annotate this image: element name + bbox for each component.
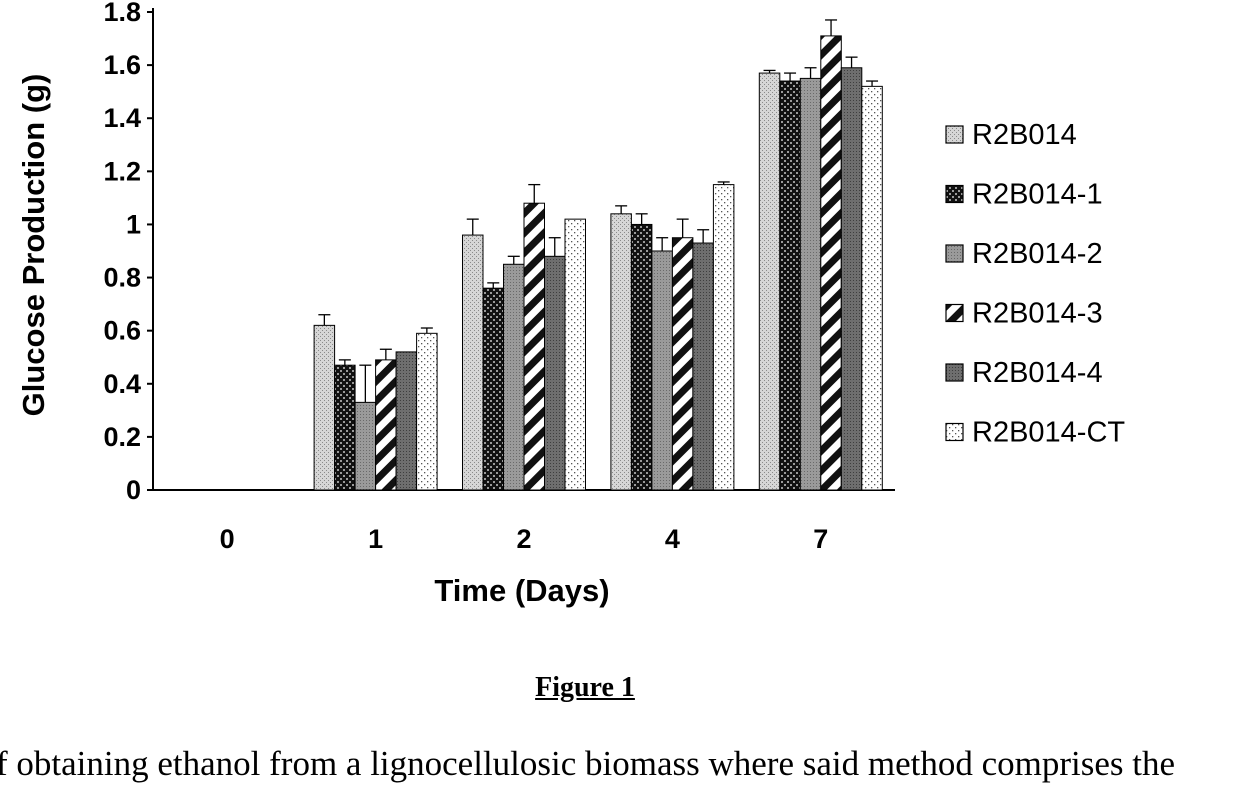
- legend-swatch: [946, 364, 963, 381]
- bar: [821, 36, 842, 490]
- y-tick-label: 0.8: [103, 263, 141, 293]
- bar: [417, 333, 438, 490]
- bar: [693, 243, 714, 490]
- x-axis-title: Time (Days): [434, 573, 609, 608]
- legend-swatch: [946, 126, 963, 143]
- legend-label: R2B014-1: [972, 179, 1103, 211]
- legend-swatch: [946, 186, 963, 203]
- y-tick-label: 0.6: [103, 316, 141, 346]
- y-tick-label: 1.8: [103, 0, 141, 27]
- bar: [524, 203, 545, 490]
- legend-label: R2B014-2: [972, 238, 1103, 270]
- bar: [631, 224, 652, 490]
- bar: [545, 256, 566, 490]
- bar: [841, 68, 862, 490]
- y-tick-label: 1: [126, 209, 141, 239]
- legend-label: R2B014-3: [972, 298, 1103, 330]
- bar: [483, 288, 504, 490]
- y-axis-title: Glucose Production (g): [16, 74, 51, 417]
- bar: [314, 325, 335, 490]
- bar: [759, 73, 780, 490]
- bar: [463, 235, 484, 490]
- bar: [780, 81, 801, 490]
- bar: [611, 214, 632, 490]
- y-tick-label: 1.2: [103, 156, 141, 186]
- bar: [565, 219, 586, 490]
- legend-label: R2B014: [972, 119, 1077, 151]
- bar: [713, 185, 734, 490]
- y-tick-label: 1.4: [103, 103, 141, 133]
- bar: [800, 78, 821, 490]
- bar: [376, 360, 397, 490]
- bar: [396, 352, 417, 490]
- bar: [335, 365, 356, 490]
- bar: [862, 86, 883, 490]
- figure-caption: Figure 1: [0, 672, 1170, 704]
- y-tick-label: 0.4: [103, 369, 141, 399]
- legend-label: R2B014-4: [972, 357, 1103, 389]
- x-tick-label: 4: [665, 524, 680, 554]
- y-tick-label: 1.6: [103, 50, 141, 80]
- bar: [652, 251, 673, 490]
- body-text-line: f obtaining ethanol from a lignocellulos…: [0, 744, 1175, 784]
- x-tick-label: 2: [516, 524, 531, 554]
- x-tick-label: 1: [368, 524, 383, 554]
- legend-swatch: [946, 424, 963, 441]
- legend-swatch: [946, 245, 963, 262]
- bar: [355, 402, 376, 490]
- bar: [672, 238, 693, 490]
- x-tick-label: 7: [813, 524, 828, 554]
- bar: [504, 264, 525, 490]
- y-tick-label: 0.2: [103, 422, 141, 452]
- x-tick-label: 0: [220, 524, 235, 554]
- y-tick-label: 0: [126, 475, 141, 505]
- legend-label: R2B014-CT: [972, 417, 1125, 449]
- glucose-bar-chart: 0 0.2 0.4 0.6 0.8 1 1.2 1.4 1.6 1.8 0 1 2 4 7 Time (Day…: [0, 0, 1259, 660]
- legend-swatch: [946, 305, 963, 322]
